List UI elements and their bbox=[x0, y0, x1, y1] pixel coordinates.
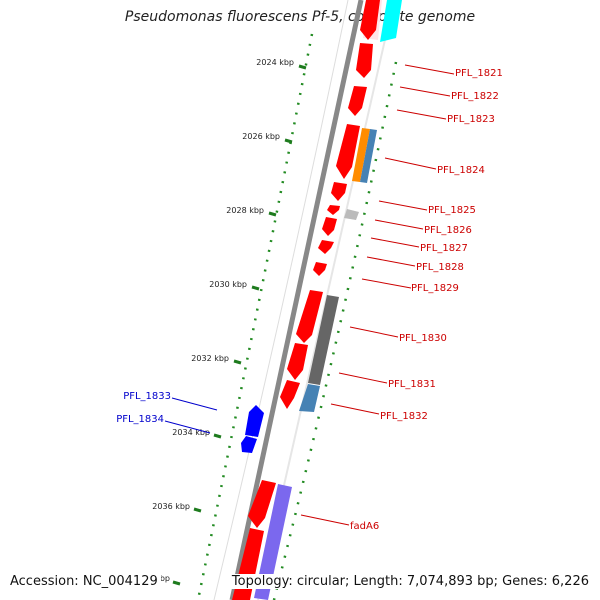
ruler-tick bbox=[213, 433, 222, 439]
ruler-label: 2034 kbp bbox=[172, 428, 210, 437]
ruler-tick bbox=[251, 285, 260, 291]
leader-fada6 bbox=[300, 514, 350, 526]
ruler-tick bbox=[298, 64, 307, 70]
gene-label: PFL_1823 bbox=[447, 114, 495, 125]
cds-pfl-1824 bbox=[336, 124, 360, 179]
gene-label: PFL_1831 bbox=[388, 379, 436, 390]
ruler-label: 2036 kbp bbox=[152, 502, 190, 511]
ruler-track-right bbox=[272, 61, 398, 600]
gene-label: PFL_1832 bbox=[380, 411, 428, 422]
leader-pfl-1832 bbox=[330, 403, 380, 415]
feature-track bbox=[254, 0, 402, 600]
gene-label: PFL_1827 bbox=[420, 243, 468, 254]
cds-pfl-1826 bbox=[327, 205, 340, 215]
forward-cds-track bbox=[232, 0, 380, 600]
leader-pfl-1822 bbox=[399, 86, 451, 97]
gene-label: PFL_1830 bbox=[399, 333, 447, 344]
leader-pfl-1834 bbox=[164, 420, 211, 434]
leader-pfl-1828 bbox=[366, 256, 416, 267]
gene-label: PFL_1829 bbox=[411, 283, 459, 294]
ruler-label: 2032 kbp bbox=[191, 354, 229, 363]
cds-pfl-1834 bbox=[241, 436, 257, 453]
gene-label: fadA6 bbox=[350, 521, 379, 532]
ruler-label: 2024 kbp bbox=[256, 58, 294, 67]
cds-pfl-1831 bbox=[287, 343, 308, 380]
leader-pfl-1826 bbox=[374, 219, 424, 230]
leader-pfl-1823 bbox=[396, 109, 447, 120]
feature-steelblue bbox=[360, 129, 377, 183]
gene-label: PFL_1825 bbox=[428, 205, 476, 216]
ruler-ticks bbox=[172, 64, 307, 586]
cds-pfl-1832 bbox=[280, 380, 300, 409]
cds-pfl-1829 bbox=[313, 262, 327, 276]
feature-lightgray bbox=[344, 209, 359, 220]
ruler-tick bbox=[193, 507, 202, 513]
inner-circle-arc bbox=[213, 0, 349, 600]
ruler-track-left bbox=[196, 33, 314, 600]
feature-orange bbox=[352, 128, 370, 182]
feature-cyan bbox=[380, 0, 402, 42]
leader-pfl-1833 bbox=[171, 397, 218, 411]
ruler-label: 2028 kbp bbox=[226, 206, 264, 215]
ruler-tick bbox=[172, 580, 181, 586]
gene-label: PFL_1833 bbox=[123, 391, 171, 402]
cds-pfl-1830 bbox=[296, 290, 323, 343]
gene-label: PFL_1834 bbox=[116, 414, 164, 425]
topology-text: Topology: circular; Length: 7,074,893 bp… bbox=[228, 574, 592, 589]
cds-pfl-1827 bbox=[322, 217, 337, 236]
cds-pfl-1828 bbox=[318, 240, 334, 254]
gene-label: PFL_1824 bbox=[437, 165, 485, 176]
leader-pfl-1827 bbox=[370, 237, 420, 248]
leader-pfl-1830 bbox=[349, 326, 399, 338]
gene-label: PFL_1822 bbox=[451, 91, 499, 102]
gene-label: PFL_1826 bbox=[424, 225, 472, 236]
cds-pfl-1821 bbox=[360, 0, 380, 40]
ruler-tick bbox=[233, 359, 242, 365]
gene-label: PFL_1821 bbox=[455, 68, 503, 79]
ruler-label: 2030 kbp bbox=[209, 280, 247, 289]
leader-pfl-1821 bbox=[404, 64, 455, 75]
leader-pfl-1824 bbox=[384, 157, 437, 170]
feature-steelblue-2 bbox=[299, 384, 320, 412]
cds-pfl-1825 bbox=[331, 182, 347, 201]
reverse-cds-track bbox=[241, 405, 264, 453]
cds-pfl-1823 bbox=[348, 86, 367, 116]
leader-pfl-1829 bbox=[361, 278, 412, 289]
cds-pfl-1833 bbox=[245, 405, 264, 437]
cds-fada6 bbox=[248, 480, 276, 528]
cds-pfl-1822 bbox=[356, 43, 373, 78]
ruler-tick bbox=[284, 138, 293, 144]
accession-text: Accession: NC_004129 bbox=[7, 574, 161, 589]
ruler-label: 2026 kbp bbox=[242, 132, 280, 141]
feature-purple bbox=[254, 484, 292, 600]
leader-pfl-1831 bbox=[338, 372, 388, 384]
feature-gray bbox=[308, 295, 339, 385]
ruler-tick bbox=[268, 211, 277, 217]
gene-label: PFL_1828 bbox=[416, 262, 464, 273]
leader-pfl-1825 bbox=[378, 200, 428, 211]
